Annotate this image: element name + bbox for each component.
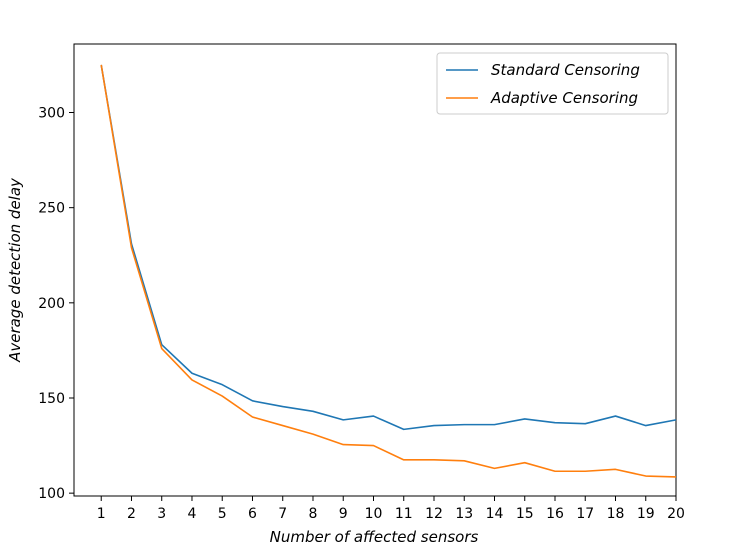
x-tick-label: 2 xyxy=(127,506,136,522)
x-tick-label: 16 xyxy=(546,506,564,522)
y-tick-label: 300 xyxy=(38,106,65,122)
y-tick-label: 200 xyxy=(38,296,65,312)
legend-label-adaptive-censoring: Adaptive Censoring xyxy=(490,89,638,107)
x-tick-label: 7 xyxy=(278,506,287,522)
legend-label-standard-censoring: Standard Censoring xyxy=(491,61,640,79)
x-tick-label: 3 xyxy=(157,506,166,522)
series-line-standard-censoring xyxy=(100,64,677,431)
x-axis-label: Number of affected sensors xyxy=(270,528,479,546)
x-tick-label: 10 xyxy=(365,506,383,522)
x-tick-label: 20 xyxy=(667,506,685,522)
y-tick-label: 150 xyxy=(38,391,65,407)
y-tick-label: 100 xyxy=(38,486,65,502)
y-axis-ticks: 100 150 200 250 300 xyxy=(38,106,74,502)
y-axis-label: Average detection delay xyxy=(6,177,24,363)
x-tick-label: 18 xyxy=(607,506,625,522)
x-axis-ticks: 1 2 3 4 5 6 7 8 9 10 11 12 13 14 15 16 17 18 19 20 xyxy=(97,496,685,522)
x-tick-label: 6 xyxy=(248,506,257,522)
x-tick-label: 8 xyxy=(309,506,318,522)
x-tick-label: 14 xyxy=(486,506,504,522)
x-tick-label: 5 xyxy=(218,506,227,522)
y-tick-label: 250 xyxy=(38,201,65,217)
series-layer xyxy=(100,64,677,478)
x-tick-label: 4 xyxy=(188,506,197,522)
x-tick-label: 15 xyxy=(516,506,534,522)
x-tick-label: 12 xyxy=(425,506,443,522)
plot-area xyxy=(73,43,677,497)
series-line-adaptive-censoring xyxy=(100,64,677,478)
x-tick-label: 9 xyxy=(339,506,348,522)
x-tick-label: 19 xyxy=(637,506,655,522)
x-tick-label: 11 xyxy=(395,506,413,522)
x-tick-label: 13 xyxy=(455,506,473,522)
legend: Standard Censoring Adaptive Censoring xyxy=(436,52,669,115)
x-tick-label: 1 xyxy=(97,506,106,522)
x-tick-label: 17 xyxy=(576,506,594,522)
legend-box xyxy=(436,52,669,115)
